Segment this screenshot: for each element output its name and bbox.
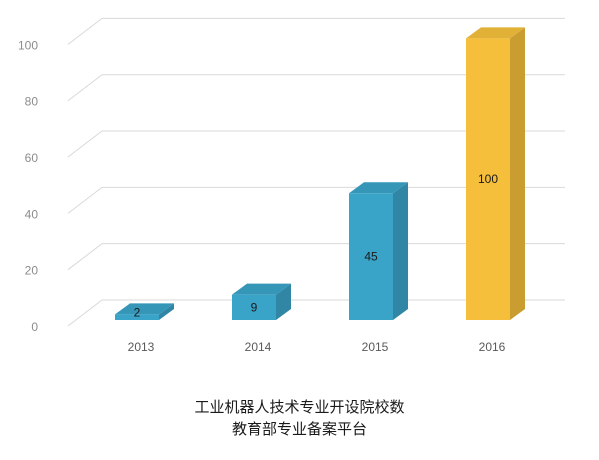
bar-front [232, 294, 276, 320]
bar-front [466, 38, 510, 321]
bar-top [349, 182, 408, 194]
bar-top [115, 303, 174, 315]
bar-top [466, 27, 525, 39]
bar-side [393, 182, 408, 320]
bar-side [276, 283, 291, 320]
bar-2016: 100 [466, 27, 525, 321]
y-tick-label: 60 [25, 151, 39, 165]
x-tick-label: 2015 [362, 340, 389, 354]
gridline [67, 130, 565, 158]
bar-side [159, 303, 174, 320]
gridlines [67, 17, 565, 327]
bar-2013: 2 [115, 303, 174, 320]
gridline [67, 243, 565, 271]
bar-side [510, 27, 525, 321]
x-axis-ticks: 2013 2014 2015 2016 [128, 340, 506, 354]
x-tick-label: 2014 [245, 340, 272, 354]
gridline [67, 17, 565, 45]
chart-subtitle: 教育部专业备案平台 [231, 420, 367, 438]
y-tick-label: 100 [18, 38, 38, 52]
y-tick-label: 20 [25, 264, 39, 278]
chart-title: 工业机器人技术专业开设院校数 [194, 398, 405, 416]
gridline [67, 299, 565, 327]
gridline [67, 74, 565, 102]
bar-2015: 45 [349, 182, 408, 320]
data-label: 45 [364, 250, 378, 264]
data-label: 9 [251, 300, 258, 314]
x-tick-label: 2013 [128, 340, 155, 354]
y-tick-label: 80 [25, 95, 39, 109]
x-tick-label: 2016 [479, 340, 506, 354]
data-label: 2 [134, 305, 141, 319]
bar-2014: 9 [232, 283, 291, 320]
y-tick-label: 0 [31, 320, 38, 334]
gridline [67, 186, 565, 214]
bar-front [115, 314, 159, 320]
bar-front [349, 193, 393, 320]
data-label: 100 [478, 172, 498, 186]
bars: 2 9 45 100 [115, 27, 525, 321]
y-axis-ticks: 0 20 40 60 80 100 [18, 38, 38, 334]
y-tick-label: 40 [25, 207, 39, 221]
bar-top [232, 283, 291, 295]
